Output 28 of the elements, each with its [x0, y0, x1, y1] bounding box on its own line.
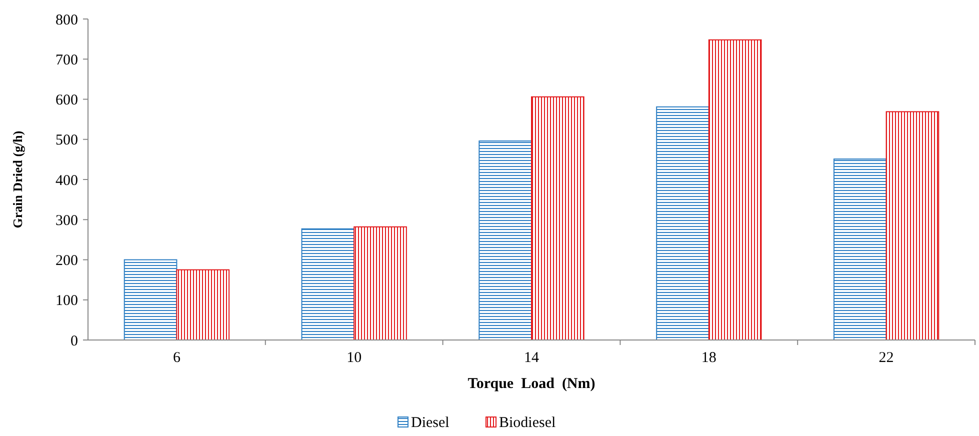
y-tick-label: 800	[56, 12, 78, 28]
y-tick-label: 400	[56, 172, 78, 189]
bar	[833, 158, 887, 340]
bar	[176, 269, 230, 340]
x-tick-label: 18	[701, 350, 716, 366]
y-tick-label: 200	[56, 253, 78, 269]
bar	[124, 259, 178, 340]
bar	[301, 228, 355, 340]
y-tick-label: 100	[56, 293, 78, 310]
bar	[708, 39, 762, 340]
legend-label: Diesel	[411, 415, 450, 431]
x-tick-label: 6	[172, 350, 181, 366]
y-tick-label: 500	[56, 132, 78, 149]
y-axis-title: Grain Dried (g/h)	[10, 130, 25, 228]
x-axis-title: Torque Load (Nm)	[468, 376, 596, 392]
y-tick-label: 600	[56, 92, 78, 108]
y-tick-label: 700	[56, 52, 78, 68]
legend-label: Biodiesel	[499, 415, 556, 431]
bar	[656, 106, 710, 340]
x-tick-label: 10	[346, 350, 362, 366]
x-tick-label: 22	[878, 350, 894, 366]
bar	[478, 140, 532, 340]
y-tick-label: 300	[56, 212, 78, 229]
y-tick-label: 0	[70, 333, 78, 350]
bar	[354, 226, 407, 340]
bar	[531, 96, 584, 340]
x-tick-label: 14	[524, 350, 540, 366]
bar	[886, 111, 940, 340]
